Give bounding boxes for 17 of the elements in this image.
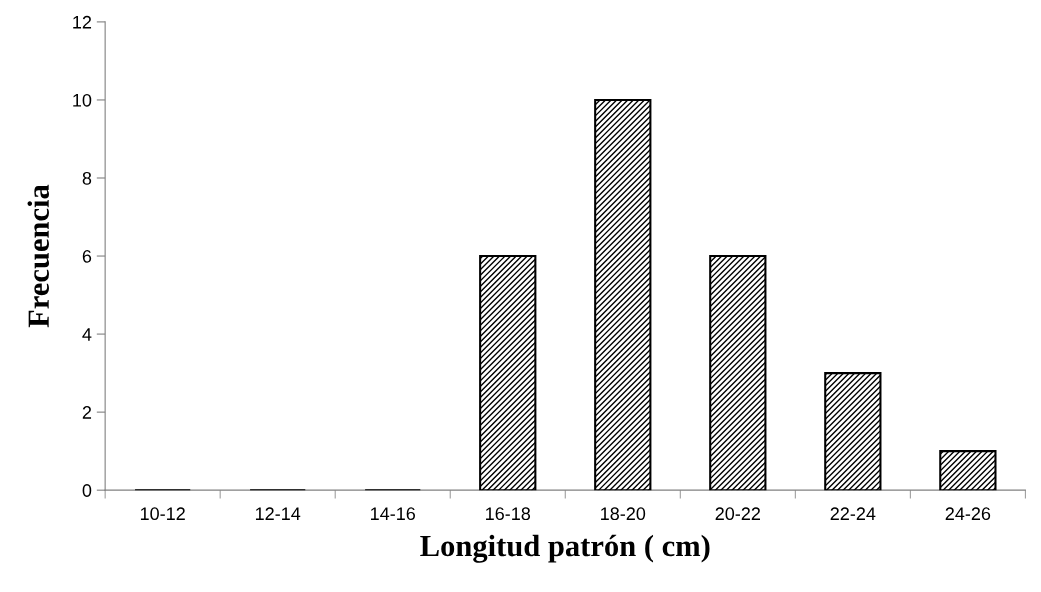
x-tick-label: 12-14	[255, 507, 301, 520]
x-tick-label: 18-20	[601, 507, 646, 521]
y-tick-label: 2	[82, 406, 92, 419]
x-axis-title: Longitud patrón ( cm)	[420, 534, 710, 563]
x-tick-label: 22-24	[830, 507, 876, 520]
y-tick-label: 0	[82, 484, 92, 497]
x-tick-label: 24-26	[945, 507, 991, 521]
x-tick-label: 16-18	[486, 507, 531, 521]
y-tick-label: 6	[82, 249, 92, 263]
y-tick-label: 12	[73, 15, 92, 29]
y-tick-label: 10	[73, 93, 92, 107]
x-tick-label: 10-12	[140, 507, 185, 521]
y-tick-label: 4	[82, 328, 92, 341]
x-tick-label: 14-16	[371, 507, 416, 521]
y-tick-label: 8	[82, 171, 92, 185]
x-tick-label: 20-22	[715, 507, 760, 521]
y-axis-title: Frecuencia	[27, 184, 50, 328]
